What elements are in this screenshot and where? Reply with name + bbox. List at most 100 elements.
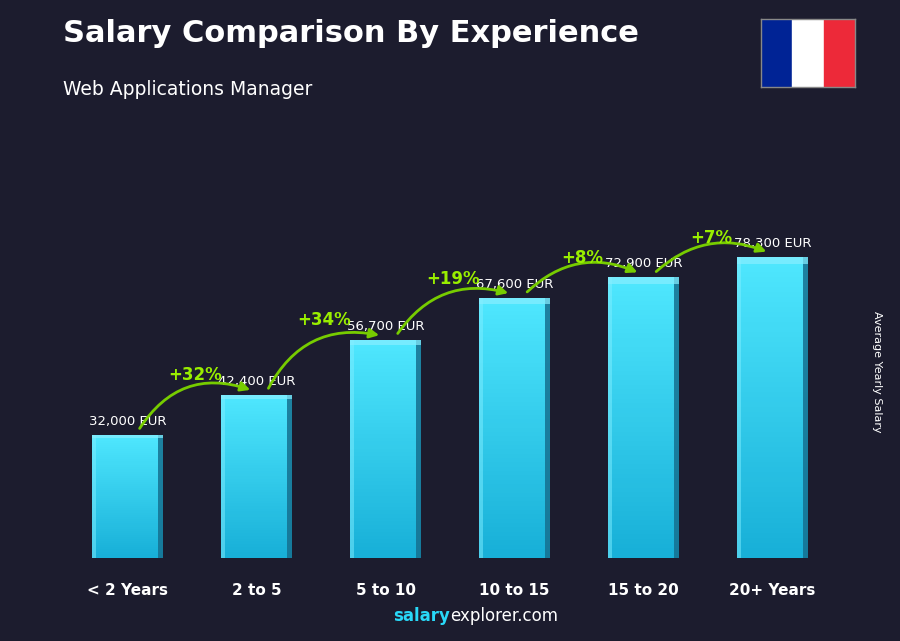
Text: +32%: +32% (168, 366, 222, 384)
Bar (92, 517, 163, 519)
Bar (737, 497, 808, 503)
Text: 56,700 EUR: 56,700 EUR (346, 320, 424, 333)
Bar (350, 467, 421, 470)
Bar (608, 460, 679, 464)
Bar (479, 531, 550, 536)
Bar (479, 423, 550, 428)
Bar (608, 520, 679, 525)
Bar (350, 474, 421, 478)
Bar (92, 554, 163, 556)
Bar (92, 459, 163, 462)
Bar (350, 390, 421, 394)
Bar (608, 450, 679, 455)
Bar (608, 324, 679, 329)
Bar (479, 536, 550, 540)
Bar (545, 297, 550, 558)
Bar (608, 296, 679, 301)
Bar (221, 411, 292, 413)
Bar (221, 479, 292, 481)
Bar (221, 430, 292, 433)
Bar (608, 310, 679, 315)
Bar (350, 427, 421, 431)
Bar (350, 518, 421, 521)
Text: 15 to 20: 15 to 20 (608, 583, 679, 597)
Bar (608, 469, 679, 474)
Bar (92, 498, 163, 500)
Bar (221, 487, 292, 490)
Bar (92, 545, 163, 547)
Bar (737, 467, 808, 472)
Bar (608, 352, 679, 357)
Bar (824, 19, 855, 87)
Bar (737, 277, 808, 281)
Bar (92, 551, 163, 554)
Bar (221, 528, 292, 531)
Bar (221, 506, 292, 509)
Bar (608, 535, 679, 539)
Bar (92, 462, 163, 463)
Bar (608, 399, 679, 403)
Bar (221, 400, 292, 403)
Bar (350, 460, 421, 463)
Bar (221, 549, 292, 553)
Bar (221, 555, 292, 558)
Text: 10 to 15: 10 to 15 (479, 583, 550, 597)
Bar (803, 256, 808, 558)
Bar (221, 463, 292, 465)
Bar (737, 382, 808, 387)
Text: 67,600 EUR: 67,600 EUR (476, 278, 554, 291)
Bar (608, 319, 679, 324)
Bar (221, 397, 292, 400)
Bar (221, 454, 292, 457)
Bar (479, 479, 550, 484)
Bar (737, 332, 808, 337)
Bar (221, 422, 292, 424)
Bar (608, 417, 679, 422)
Bar (92, 527, 163, 529)
Bar (479, 540, 550, 545)
Bar (479, 514, 550, 519)
Bar (479, 324, 550, 328)
Bar (479, 471, 550, 476)
Bar (221, 514, 292, 517)
Bar (92, 492, 163, 494)
Bar (608, 376, 679, 380)
Bar (737, 302, 808, 306)
Bar (221, 446, 292, 449)
Bar (479, 549, 550, 553)
Bar (608, 380, 679, 385)
Bar (92, 513, 163, 515)
Bar (350, 488, 421, 492)
Bar (350, 383, 421, 387)
Bar (92, 479, 163, 482)
Bar (608, 497, 679, 502)
Bar (608, 515, 679, 520)
Bar (92, 541, 163, 544)
Text: 5 to 10: 5 to 10 (356, 583, 416, 597)
Text: +19%: +19% (427, 269, 481, 288)
Bar (92, 503, 163, 504)
Bar (479, 350, 550, 354)
Bar (221, 492, 292, 495)
Bar (350, 529, 421, 532)
Bar (92, 520, 163, 523)
Bar (350, 543, 421, 547)
Bar (608, 394, 679, 399)
Bar (350, 438, 421, 442)
Bar (792, 19, 824, 87)
Bar (92, 544, 163, 545)
Bar (221, 395, 292, 399)
Bar (479, 553, 550, 558)
Bar (737, 342, 808, 347)
Bar (221, 533, 292, 536)
Bar (608, 390, 679, 394)
Bar (737, 352, 808, 357)
Bar (221, 433, 292, 435)
Bar (479, 445, 550, 449)
Bar (350, 398, 421, 401)
Bar (608, 278, 679, 282)
Bar (608, 315, 679, 319)
Bar (479, 302, 550, 306)
Text: +7%: +7% (690, 229, 733, 247)
Bar (479, 528, 550, 531)
